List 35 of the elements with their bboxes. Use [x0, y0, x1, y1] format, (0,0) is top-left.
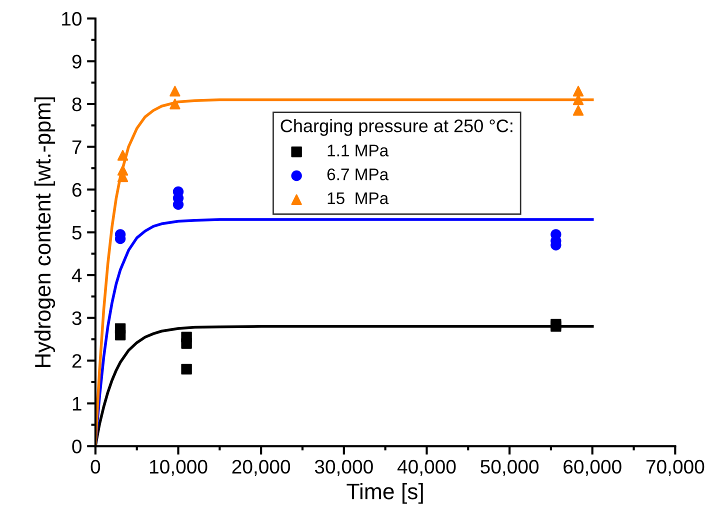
point [550, 318, 562, 330]
y-tick-label: 10 [62, 12, 82, 26]
y-tick-label: 0 [72, 440, 82, 454]
y-tick-label: 7 [72, 140, 82, 154]
point [117, 164, 128, 176]
x-tick-label: 60,000 [564, 460, 622, 476]
y-tick-label: 1 [72, 397, 82, 410]
point [181, 364, 192, 375]
legend-title: Charging pressure at 250 °C: [280, 119, 512, 136]
x-tick-label: 40,000 [397, 460, 456, 476]
y-tick-label: 8 [72, 97, 82, 112]
point [117, 150, 128, 161]
legend-label: 15 MPa [328, 192, 389, 204]
y-tick-label: 2 [72, 354, 82, 368]
x-tick-label: 50,000 [480, 460, 539, 476]
legend-label: 1.1 MPa [328, 144, 389, 156]
point [170, 98, 180, 110]
y-tick-label: 4 [72, 268, 82, 282]
x-tick-label: 0 [90, 460, 100, 474]
y-tick-label: 9 [72, 54, 82, 68]
y-tick-label: 6 [72, 183, 82, 197]
point [572, 86, 584, 97]
x-tick-label: 20,000 [232, 460, 290, 476]
x-axis-title: Time [s] [346, 483, 423, 504]
point [170, 86, 180, 97]
y-tick-label: 3 [72, 311, 82, 326]
y-axis-title: Hydrogen content [wt.-ppm] [34, 97, 56, 367]
point [114, 323, 126, 334]
legend-label: 6.7 MPa [327, 168, 389, 180]
x-tick-label: 10,000 [150, 460, 208, 476]
point [181, 332, 192, 342]
y-tick-label: 5 [72, 226, 82, 240]
point [572, 105, 584, 116]
x-tick-label: 70,000 [646, 460, 704, 476]
x-tick-label: 30,000 [314, 460, 373, 476]
